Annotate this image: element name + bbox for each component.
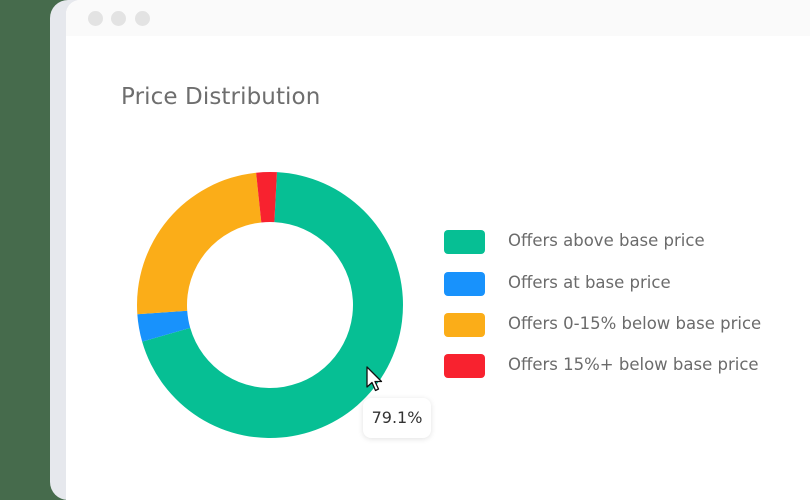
chart-tooltip: 79.1% xyxy=(363,398,431,438)
legend-item-15-plus-below[interactable]: Offers 15%+ below base price xyxy=(444,354,804,378)
app-window: Price Distribution Offers above base pri… xyxy=(66,0,810,500)
close-dot[interactable] xyxy=(88,11,103,26)
segment-at[interactable] xyxy=(137,310,191,342)
legend-swatch xyxy=(444,313,485,337)
legend-swatch xyxy=(444,230,485,254)
segment-above[interactable] xyxy=(142,172,403,439)
legend-label: Offers 15%+ below base price xyxy=(508,355,759,374)
minimize-dot[interactable] xyxy=(111,11,126,26)
segment-0-15-below[interactable] xyxy=(136,172,262,315)
legend-item-0-15-below[interactable]: Offers 0-15% below base price xyxy=(444,313,804,337)
legend-swatch xyxy=(444,272,485,296)
legend-item-above[interactable]: Offers above base price xyxy=(444,230,804,254)
legend-item-at[interactable]: Offers at base price xyxy=(444,272,804,296)
legend-label: Offers above base price xyxy=(508,231,705,250)
donut-chart xyxy=(136,171,403,439)
title-bar xyxy=(66,0,810,36)
segment-15-plus-below[interactable] xyxy=(256,171,277,223)
legend-label: Offers 0-15% below base price xyxy=(508,314,762,333)
mouse-cursor-icon xyxy=(366,366,383,392)
legend-swatch xyxy=(444,354,485,378)
chart-title: Price Distribution xyxy=(121,84,321,110)
legend-label: Offers at base price xyxy=(508,273,671,292)
maximize-dot[interactable] xyxy=(135,11,150,26)
